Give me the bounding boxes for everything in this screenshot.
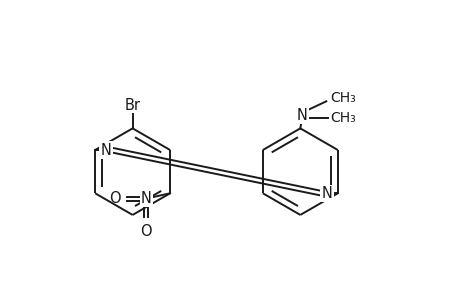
Text: Br: Br <box>124 98 140 113</box>
Text: N: N <box>297 108 307 123</box>
Text: O: O <box>140 224 152 238</box>
Text: N: N <box>101 142 111 158</box>
Text: N: N <box>321 186 332 201</box>
Text: CH₃: CH₃ <box>330 110 356 124</box>
Text: N: N <box>140 191 151 206</box>
Text: O: O <box>108 191 120 206</box>
Text: CH₃: CH₃ <box>330 91 356 105</box>
